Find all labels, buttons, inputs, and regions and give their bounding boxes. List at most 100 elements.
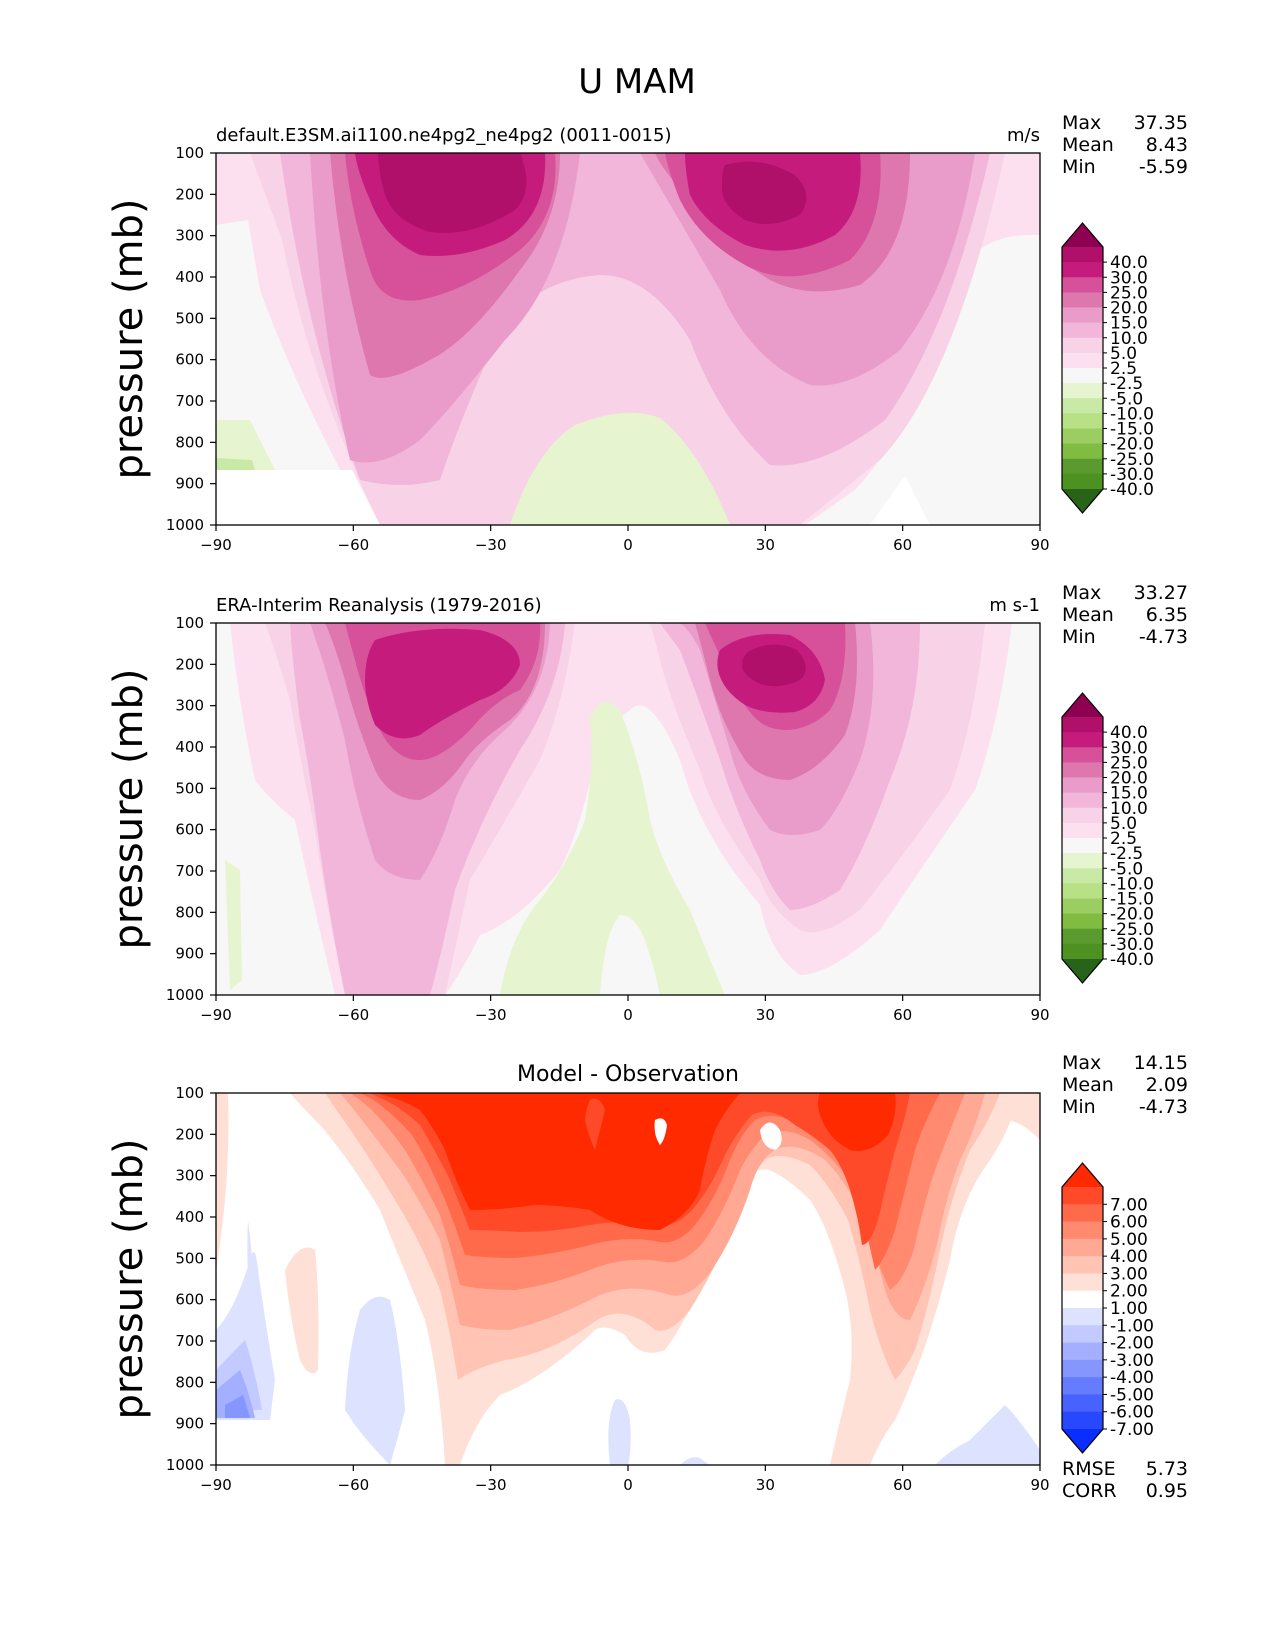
contour-field — [216, 623, 1040, 995]
colorbar-label: 2.5 — [1110, 359, 1137, 379]
colorbar-label: 3.00 — [1110, 1264, 1148, 1284]
colorbar-extend-top — [1062, 693, 1103, 717]
y-axis-label: pressure (mb) — [106, 198, 152, 479]
y-tick-label: 900 — [175, 1415, 204, 1433]
colorbar-extend-top — [1062, 1163, 1103, 1187]
stat-label: Mean — [1062, 604, 1114, 626]
colorbar-label: -1.00 — [1110, 1316, 1154, 1336]
y-axis-label: pressure (mb) — [106, 668, 152, 949]
y-tick-label: 200 — [175, 1125, 204, 1143]
colorbar-label: -5.0 — [1110, 389, 1143, 409]
colorbar-box — [1062, 277, 1103, 293]
colorbar-label: -4.00 — [1110, 1368, 1154, 1388]
contour-field — [216, 153, 1040, 525]
colorbar-box — [1062, 883, 1103, 899]
x-tick-label: 0 — [623, 1006, 633, 1024]
x-tick-label: −30 — [475, 1476, 507, 1494]
colorbar-box — [1062, 262, 1103, 278]
colorbar-label: -30.0 — [1110, 935, 1154, 955]
y-tick-label: 600 — [175, 351, 204, 369]
colorbar-box — [1062, 352, 1103, 369]
colorbar-label: 20.0 — [1110, 299, 1148, 319]
colorbar-label: -3.00 — [1110, 1351, 1154, 1371]
colorbar-label: -20.0 — [1110, 905, 1154, 925]
y-tick-label: 300 — [175, 227, 204, 245]
panel-difference: Model - Observation — [106, 1052, 1188, 1502]
y-tick-label: 500 — [175, 779, 204, 797]
panel-units: m/s — [1007, 125, 1040, 146]
colorbar-extend-top — [1062, 223, 1103, 247]
colorbar-box — [1062, 292, 1103, 308]
stat-label: Min — [1062, 156, 1096, 178]
y-tick-label: 600 — [175, 1291, 204, 1309]
colorbar-box — [1062, 822, 1103, 839]
colorbar-label: -40.0 — [1110, 950, 1154, 970]
colorbar-box — [1062, 337, 1103, 354]
colorbar-box — [1062, 1308, 1103, 1326]
colorbar-label: 5.0 — [1110, 344, 1137, 364]
colorbar-box — [1062, 838, 1103, 854]
figure-title: U MAM — [578, 62, 696, 102]
stat-value: 8.43 — [1146, 134, 1188, 156]
panel-title: ERA-Interim Reanalysis (1979-2016) — [216, 595, 542, 616]
y-tick-label: 100 — [175, 144, 204, 162]
x-tick-label: −60 — [338, 1006, 370, 1024]
x-tick-label: 60 — [893, 1006, 912, 1024]
x-tick-label: 30 — [756, 536, 775, 554]
colorbar-box — [1062, 762, 1103, 778]
stat-label: Mean — [1062, 134, 1114, 156]
x-tick-label: −90 — [200, 1006, 232, 1024]
x-tick-label: −90 — [200, 536, 232, 554]
y-tick-label: 1000 — [166, 1456, 204, 1474]
panel-title: Model - Observation — [517, 1062, 739, 1087]
y-tick-label: 500 — [175, 1249, 204, 1267]
x-tick-label: −60 — [338, 536, 370, 554]
colorbar-label: 5.0 — [1110, 814, 1137, 834]
colorbar-extend-bottom — [1062, 489, 1103, 513]
y-tick-label: 400 — [175, 738, 204, 756]
footer-stat-label: CORR — [1062, 1480, 1117, 1502]
y-tick-label: 400 — [175, 1208, 204, 1226]
colorbar-extend-bottom — [1062, 1429, 1103, 1453]
x-tick-label: 60 — [893, 1476, 912, 1494]
y-tick-label: 400 — [175, 268, 204, 286]
panel-title: default.E3SM.ai1100.ne4pg2_ne4pg2 (0011-… — [216, 125, 671, 146]
colorbar-label: 25.0 — [1110, 283, 1148, 303]
panel-observation: ERA-Interim Reanalysis (1979-2016) m s-1… — [106, 582, 1188, 1024]
colorbar-box — [1062, 1342, 1103, 1361]
colorbar-label: 25.0 — [1110, 753, 1148, 773]
colorbar-box — [1062, 1221, 1103, 1240]
y-tick-label: 1000 — [166, 516, 204, 534]
x-tick-label: −30 — [475, 1006, 507, 1024]
stat-value: 2.09 — [1146, 1074, 1188, 1096]
panel-units: m s-1 — [989, 595, 1040, 616]
colorbar-label: -15.0 — [1110, 890, 1154, 910]
colorbar-label: -10.0 — [1110, 874, 1154, 894]
y-tick-label: 200 — [175, 655, 204, 673]
x-tick-label: 90 — [1030, 1006, 1049, 1024]
colorbar-label: -20.0 — [1110, 435, 1154, 455]
colorbar-box — [1062, 1411, 1103, 1430]
colorbar-box — [1062, 322, 1103, 339]
colorbar-box — [1062, 473, 1103, 490]
x-tick-label: 60 — [893, 536, 912, 554]
colorbar-label: 4.00 — [1110, 1247, 1148, 1267]
colorbar-box — [1062, 1377, 1103, 1395]
colorbar-box — [1062, 1238, 1103, 1257]
colorbar-box — [1062, 1204, 1103, 1222]
colorbar-box — [1062, 247, 1103, 263]
stat-label: Min — [1062, 626, 1096, 648]
colorbar-label: 10.0 — [1110, 329, 1148, 349]
stat-value: -5.59 — [1139, 156, 1188, 178]
colorbar-box — [1062, 458, 1103, 475]
stat-label: Max — [1062, 582, 1101, 604]
colorbar-box — [1062, 913, 1103, 930]
footer-stat-value: 5.73 — [1146, 1458, 1188, 1480]
colorbar-box — [1062, 368, 1103, 384]
x-tick-label: −30 — [475, 536, 507, 554]
colorbar-label: 30.0 — [1110, 738, 1148, 758]
y-tick-label: 900 — [175, 945, 204, 963]
colorbar-box — [1062, 1187, 1103, 1205]
colorbar-label: -10.0 — [1110, 404, 1154, 424]
colorbar-label: -25.0 — [1110, 920, 1154, 940]
